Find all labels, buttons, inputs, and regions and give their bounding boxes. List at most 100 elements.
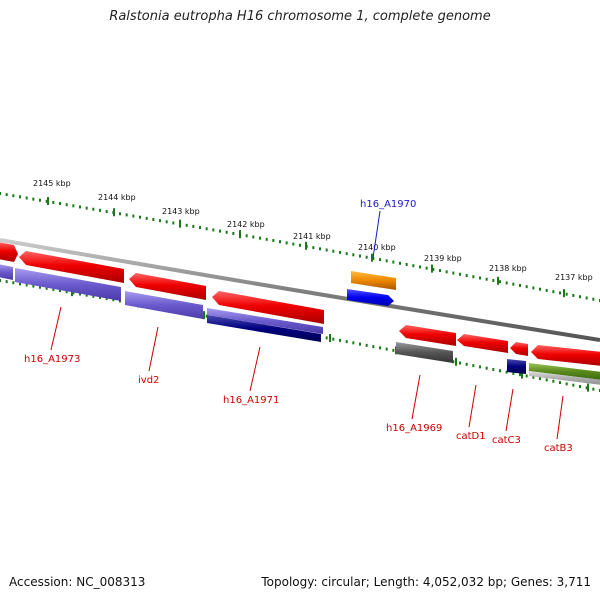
cds-arrow[interactable]: [19, 251, 124, 283]
scale-dot: [199, 226, 201, 230]
scale-major-tick: [563, 289, 565, 298]
scale-dot: [25, 283, 28, 287]
gene-label[interactable]: h16_A1970: [360, 199, 416, 210]
scale-dot: [312, 246, 315, 250]
scale-dot: [192, 224, 195, 228]
gene-label[interactable]: ivd2: [138, 375, 159, 386]
scale-major-tick: [179, 219, 181, 228]
scale-dot: [0, 279, 1, 282]
scale-dot: [552, 290, 555, 294]
cds-arrow[interactable]: [129, 273, 206, 300]
scale-major-tick: [455, 357, 457, 366]
scale-dot: [385, 259, 388, 263]
scale-dot: [99, 295, 101, 299]
scale-dot: [19, 195, 21, 199]
scale-dot: [339, 338, 341, 342]
scale-major-tick: [497, 276, 499, 285]
scale-dot: [105, 297, 108, 301]
cds-block[interactable]: [0, 264, 13, 280]
scale-dot: [425, 266, 428, 270]
cds-block[interactable]: [207, 308, 323, 334]
gene-leader-line: [411, 374, 421, 420]
scale-dot: [405, 262, 408, 266]
scale-dot: [545, 288, 548, 292]
scale-dot: [572, 383, 575, 387]
scale-dot: [145, 216, 148, 220]
chromosome-backbone: [0, 238, 600, 342]
cds-block[interactable]: [507, 359, 526, 374]
cds-arrow[interactable]: [531, 345, 600, 366]
cds-arrow[interactable]: [0, 242, 18, 262]
scale-dot: [219, 229, 221, 233]
scale-dot: [472, 364, 475, 368]
cds-block[interactable]: [15, 268, 121, 301]
scale-dot: [25, 196, 28, 200]
scale-dot: [539, 287, 541, 291]
cds-arrow[interactable]: [399, 325, 456, 346]
gene-label[interactable]: catC3: [492, 435, 521, 446]
gene-label[interactable]: catB3: [544, 443, 573, 454]
scale-dot: [105, 209, 108, 213]
gene-leader-line: [372, 210, 381, 259]
scale-dot: [205, 227, 208, 231]
cds-arrow[interactable]: [347, 289, 394, 306]
scale-dot: [352, 253, 355, 257]
gene-label[interactable]: h16_A1969: [386, 423, 442, 434]
scale-dot: [0, 192, 1, 195]
scale-dot: [585, 296, 588, 300]
scale-dot: [392, 348, 395, 352]
scale-major-tick: [521, 370, 523, 379]
scale-dot: [172, 221, 175, 225]
cds-arrow[interactable]: [457, 334, 508, 353]
scale-major-tick: [113, 208, 115, 217]
scale-dot: [79, 205, 81, 209]
scale-dot: [65, 290, 68, 294]
scale-dot: [592, 297, 595, 301]
cds-block[interactable]: [125, 291, 203, 319]
scale-dot: [325, 336, 328, 340]
scale-major-tick: [239, 230, 241, 239]
scale-dot: [399, 261, 401, 265]
scale-dot: [385, 347, 388, 351]
gene-label[interactable]: h16_A1973: [24, 354, 80, 365]
scale-dot: [325, 248, 328, 252]
scale-dot: [85, 206, 88, 210]
scale-tick-label: 2143 kbp: [162, 207, 200, 216]
scale-dot: [19, 282, 21, 286]
cds-block[interactable]: [529, 371, 600, 385]
scale-dot: [505, 281, 508, 285]
scale-dot: [272, 239, 275, 243]
scale-dot: [165, 220, 168, 224]
scale-dot: [499, 369, 501, 373]
gene-label[interactable]: h16_A1971: [223, 395, 279, 406]
scale-dot: [439, 269, 441, 273]
scale-dot: [72, 204, 75, 208]
gene-label[interactable]: catD1: [456, 431, 486, 442]
scale-dot: [565, 292, 568, 296]
cds-arrow[interactable]: [351, 271, 396, 290]
cds-block[interactable]: [396, 342, 453, 363]
scale-tick-label: 2145 kbp: [33, 179, 71, 188]
cds-arrow[interactable]: [212, 291, 324, 324]
scale-dot: [332, 337, 335, 341]
scale-dot: [152, 218, 155, 222]
cds-arrow[interactable]: [510, 342, 528, 356]
scale-dot: [12, 281, 15, 285]
map-title: Ralstonia eutropha H16 chromosome 1, com…: [109, 9, 491, 24]
scale-dot-track-outer: [0, 192, 600, 302]
gene-leader-line: [505, 388, 514, 432]
scale-dot: [565, 382, 568, 386]
scale-dot: [345, 340, 348, 344]
scale-dot: [512, 282, 515, 286]
scale-dot: [532, 375, 535, 379]
cds-block[interactable]: [207, 315, 321, 342]
cds-block[interactable]: [529, 363, 600, 380]
scale-dot: [45, 199, 48, 203]
scale-dot: [59, 202, 61, 206]
gene-leader-line: [556, 395, 564, 440]
scale-dot: [505, 370, 508, 374]
scale-dot: [465, 362, 468, 366]
scale-major-tick: [371, 253, 373, 262]
scale-dot: [392, 260, 395, 264]
